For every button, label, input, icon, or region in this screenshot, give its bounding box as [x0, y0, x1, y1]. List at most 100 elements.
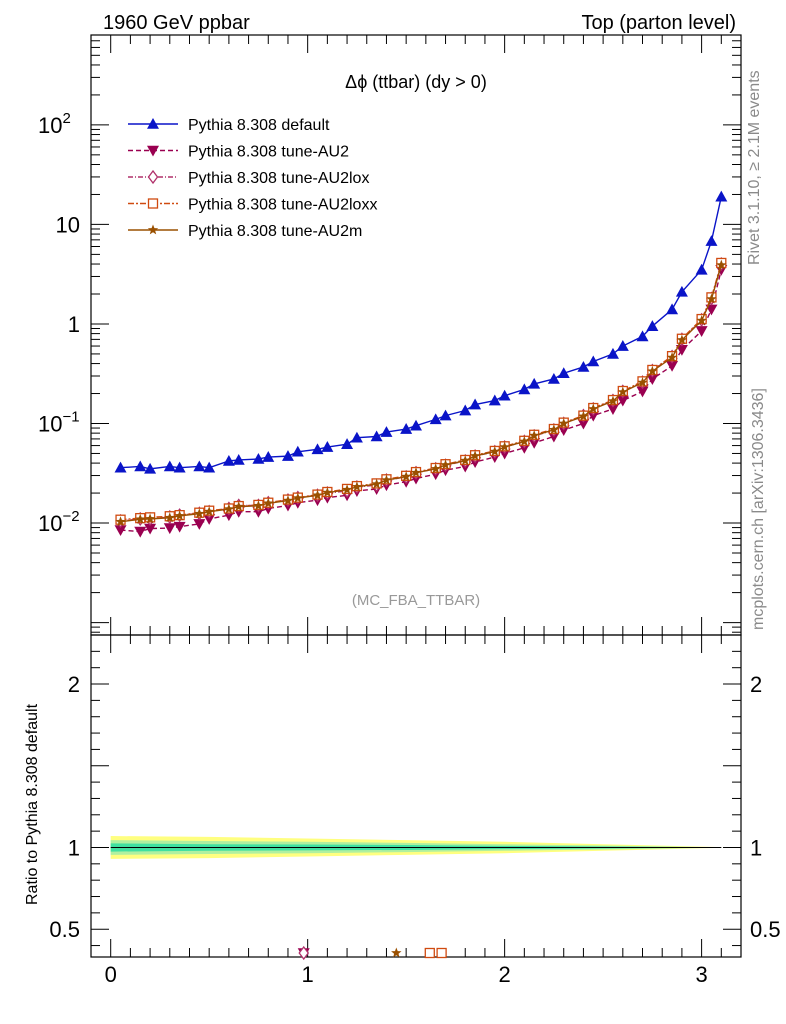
series-3	[115, 257, 727, 525]
data-point	[528, 437, 541, 449]
legend-marker	[147, 118, 159, 129]
data-point	[253, 500, 264, 511]
x-axis-ticks: 0 1 2 3	[105, 35, 742, 987]
data-point	[371, 478, 382, 489]
data-point	[548, 424, 560, 435]
series-line	[120, 263, 722, 522]
data-point	[499, 441, 510, 452]
data-point	[636, 330, 649, 342]
data-point	[233, 501, 244, 512]
header-left: 1960 GeV ppbar	[103, 12, 250, 34]
data-point	[459, 404, 472, 416]
ratio-axis-ticks: 0.5 0.5 1 1 2 2	[49, 650, 781, 947]
data-point	[557, 367, 570, 379]
data-point	[281, 450, 294, 461]
data-point	[706, 293, 717, 304]
data-point	[588, 403, 599, 414]
data-point	[350, 431, 363, 443]
x-tick-label: 3	[695, 962, 707, 987]
data-point	[666, 303, 679, 315]
legend-label: Pythia 8.308 tune-AU2m	[188, 223, 362, 240]
data-point	[587, 410, 600, 422]
data-point	[203, 514, 216, 525]
data-point	[381, 474, 392, 485]
data-point	[557, 425, 570, 437]
data-point	[607, 395, 619, 406]
data-point	[114, 525, 127, 537]
data-point	[193, 519, 206, 530]
y-tick-label: 10−2	[38, 508, 80, 536]
series-line	[120, 262, 722, 521]
data-point	[715, 190, 728, 202]
data-point	[498, 389, 511, 401]
mcplots-label: mcplots.cern.ch [arXiv:1306.3436]	[750, 388, 767, 630]
series-group	[114, 190, 728, 538]
data-point	[400, 423, 413, 434]
ratio-tick-label-right: 1	[750, 835, 762, 860]
series-line	[120, 264, 722, 523]
plot-title: Δϕ (ttbar) (dy > 0)	[345, 72, 487, 92]
rivet-label: Rivet 3.1.10, ≥ 2.1M events	[746, 70, 763, 265]
analysis-label: (MC_FBA_TTBAR)	[352, 592, 480, 609]
data-point	[312, 489, 323, 500]
data-point	[163, 523, 176, 535]
legend-marker	[147, 224, 159, 235]
legend-marker	[147, 169, 159, 185]
data-point	[144, 462, 157, 474]
data-point	[292, 492, 303, 503]
data-point	[695, 326, 708, 337]
data-point	[716, 259, 727, 270]
series-line	[120, 269, 722, 533]
legend-label: Pythia 8.308 default	[188, 117, 330, 134]
data-point	[223, 503, 235, 514]
data-point	[134, 460, 147, 472]
y-tick-label: 102	[38, 110, 71, 138]
data-point	[429, 413, 442, 425]
series-4	[115, 259, 727, 527]
ratio-tick-label-left: 1	[68, 835, 80, 860]
data-point	[488, 394, 501, 406]
data-point	[311, 443, 324, 455]
legend-marker	[147, 145, 159, 157]
series-2	[115, 256, 727, 529]
data-point	[291, 445, 304, 457]
data-point	[606, 404, 619, 415]
data-point	[203, 461, 216, 473]
data-point	[558, 418, 569, 428]
data-point	[321, 441, 334, 452]
data-point	[232, 453, 245, 465]
data-point	[400, 471, 412, 482]
data-point	[410, 467, 422, 478]
ratio-tick-label-right: 0.5	[750, 917, 781, 942]
data-point	[193, 460, 206, 472]
data-point	[322, 487, 333, 498]
data-point	[547, 431, 560, 443]
data-point	[440, 459, 451, 470]
ratio-plot-frame	[90, 634, 742, 958]
data-point	[705, 304, 718, 316]
data-point	[134, 526, 147, 538]
data-point	[519, 436, 530, 446]
data-point	[617, 386, 628, 397]
data-point	[282, 495, 294, 506]
data-point	[341, 438, 354, 449]
ratio-offscale-point	[298, 945, 310, 961]
y-tick-label: 10−1	[38, 408, 80, 436]
data-point	[578, 410, 589, 421]
data-point	[616, 395, 629, 407]
data-point	[705, 235, 718, 246]
ratio-y-label: Ratio to Pythia 8.308 default	[24, 703, 41, 905]
data-point	[518, 383, 531, 395]
data-point	[173, 461, 186, 473]
data-point	[380, 426, 393, 437]
legend-label: Pythia 8.308 tune-AU2	[188, 144, 349, 161]
data-point	[636, 386, 649, 398]
ratio-tick-label-left: 2	[68, 672, 80, 697]
main-axis-ticks: 10−2 10−1 1 10 102	[38, 34, 741, 633]
data-point	[676, 334, 688, 345]
data-point	[144, 513, 156, 524]
data-point	[174, 510, 185, 521]
data-point	[529, 430, 540, 441]
data-point	[646, 320, 659, 331]
series-0	[114, 190, 728, 474]
